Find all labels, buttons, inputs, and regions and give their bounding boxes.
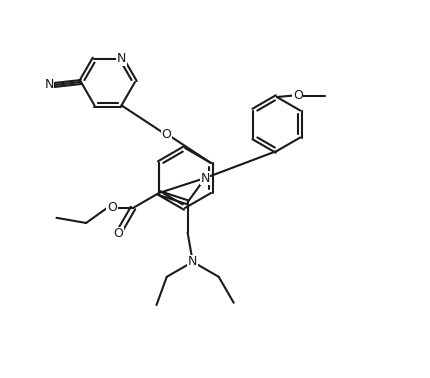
Text: N: N xyxy=(187,255,197,268)
Text: O: O xyxy=(292,89,302,102)
Text: N: N xyxy=(44,79,54,91)
Text: O: O xyxy=(113,228,123,240)
Text: N: N xyxy=(117,52,126,65)
Text: O: O xyxy=(161,128,171,141)
Text: O: O xyxy=(107,201,117,214)
Text: N: N xyxy=(200,172,209,184)
